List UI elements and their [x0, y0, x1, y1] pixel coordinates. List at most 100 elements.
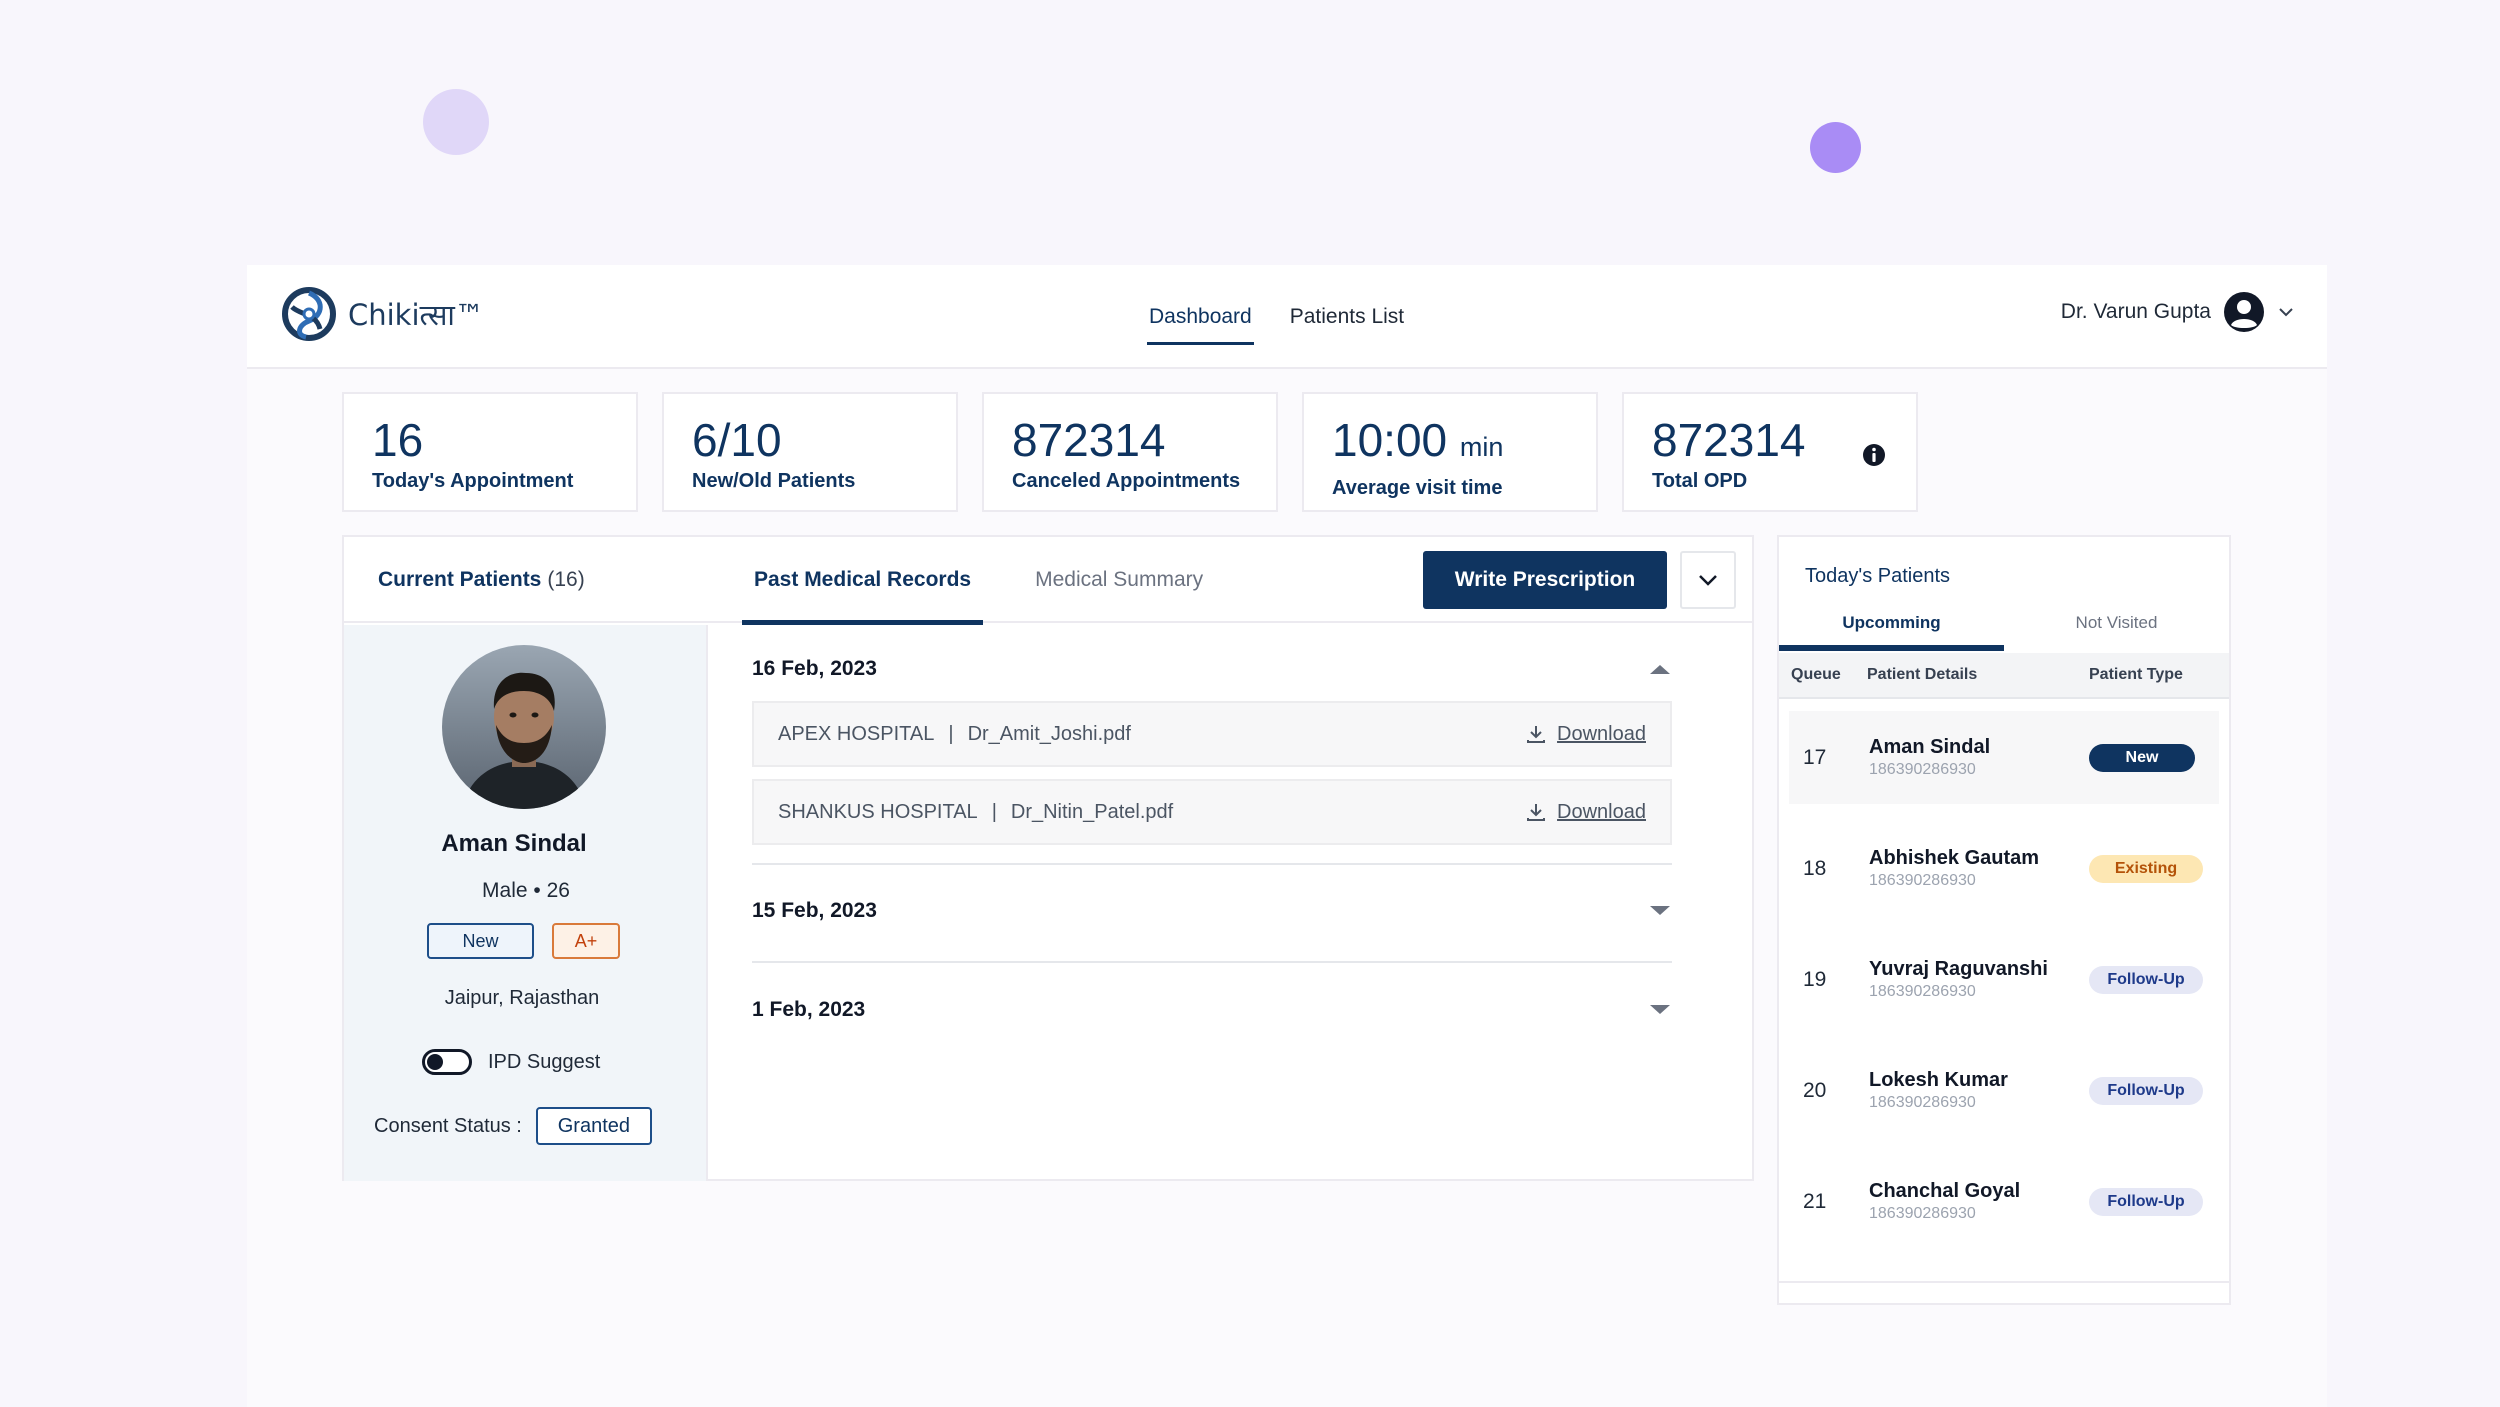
caret-down-icon	[1650, 906, 1670, 915]
patient-location: Jaipur, Rajasthan	[444, 987, 600, 1009]
row-patient-id: 186390286930	[1869, 872, 1976, 889]
record-file-name: SHANKUS HOSPITAL | Dr_Nitin_Patel.pdf	[778, 800, 1174, 823]
stat-card-total-opd: 872314 Total OPD	[1622, 392, 1918, 512]
row-patient-id: 186390286930	[1869, 1205, 1976, 1222]
record-file-name: APEX HOSPITAL | Dr_Amit_Joshi.pdf	[778, 722, 1131, 745]
todays-patients-title: Today's Patients	[1805, 565, 1951, 587]
user-menu[interactable]: Dr. Varun Gupta	[2061, 291, 2295, 333]
current-patients-label[interactable]: Current Patients (16)	[378, 568, 585, 591]
patient-badges: New A+	[427, 923, 620, 959]
patient-photo-image	[442, 645, 606, 809]
stat-card-new-old-patients: 6/10 New/Old Patients	[662, 392, 958, 512]
stat-label: Total OPD	[1652, 470, 1748, 492]
patient-type-badge: Existing	[2089, 854, 2203, 883]
queue-number: 18	[1803, 856, 1827, 880]
patient-type-badge: New	[2089, 743, 2195, 772]
top-bar: Chikiत्सा™ Dashboard Patients List Dr. V…	[247, 265, 2327, 369]
divider	[1779, 1281, 2229, 1283]
tab-not-visited[interactable]: Not Visited	[2075, 613, 2158, 632]
brand-logo[interactable]: Chikiत्सा™	[280, 285, 484, 343]
download-icon	[1527, 804, 1546, 821]
row-patient-id: 186390286930	[1869, 983, 1976, 1000]
column-header-patient-type: Patient Type	[2089, 666, 2183, 683]
stat-label: Average visit time	[1332, 477, 1503, 499]
tab-past-medical-records[interactable]: Past Medical Records	[742, 537, 984, 625]
table-row[interactable]: 18 Abhishek Gautam 186390286930 Existing	[1789, 822, 2219, 915]
caret-down-icon	[1650, 1005, 1670, 1014]
patient-profile: Aman Sindal Male • 26 New A+ Jaipur, Raj…	[344, 625, 708, 1181]
ipd-suggest-toggle[interactable]	[422, 1049, 472, 1075]
todays-patients-panel: Today's Patients Upcomming Not Visited Q…	[1777, 535, 2231, 1305]
decorative-blob	[423, 89, 489, 155]
divider	[752, 863, 1672, 865]
patient-details: Abhishek Gautam 186390286930	[1869, 847, 2089, 890]
ipd-suggest: IPD Suggest	[422, 1049, 600, 1075]
stat-value: 872314	[1652, 414, 1806, 466]
column-header-patient-details: Patient Details	[1867, 666, 1978, 683]
queue-number: 20	[1803, 1078, 1827, 1102]
todays-patients-tabs: Upcomming Not Visited	[1779, 599, 2229, 651]
stat-card-average-visit-time: 10:00 min Average visit time	[1302, 392, 1598, 512]
main-nav: Dashboard Patients List	[1147, 265, 1406, 369]
medical-records-list: 16 Feb, 2023 APEX HOSPITAL | Dr_Amit_Joshi…	[710, 625, 1752, 1181]
table-row[interactable]: 17 Aman Sindal 186390286930 New	[1789, 711, 2219, 804]
record-group: 15 Feb, 2023	[752, 891, 1672, 931]
stats-row: 16 Today's Appointment 6/10 New/Old Pati…	[342, 392, 1918, 512]
download-link[interactable]: Download	[1525, 801, 1646, 824]
consent-status-badge[interactable]: Granted	[535, 1107, 652, 1145]
stat-unit: min	[1459, 432, 1504, 462]
patient-gender-age: Male • 26	[482, 879, 570, 902]
row-patient-name: Yuvraj Raguvanshi	[1869, 958, 2048, 980]
table-row[interactable]: 19 Yuvraj Raguvanshi 186390286930 Follow…	[1789, 933, 2219, 1026]
nav-dashboard[interactable]: Dashboard	[1147, 265, 1254, 369]
stat-card-todays-appointment: 16 Today's Appointment	[342, 392, 638, 512]
row-patient-id: 186390286930	[1869, 761, 1976, 778]
table-row[interactable]: 21 Chanchal Goyal 186390286930 Follow-Up	[1789, 1155, 2219, 1248]
row-patient-id: 186390286930	[1869, 1094, 1976, 1111]
stat-value: 872314	[1012, 414, 1166, 466]
record-date-header[interactable]: 15 Feb, 2023	[752, 891, 1672, 931]
row-patient-name: Lokesh Kumar	[1869, 1069, 2008, 1091]
patient-details: Aman Sindal 186390286930	[1869, 736, 2089, 779]
tab-upcoming[interactable]: Upcomming	[1779, 599, 2004, 651]
download-link[interactable]: Download	[1525, 723, 1646, 746]
nav-patients-list[interactable]: Patients List	[1289, 305, 1405, 328]
stat-value: 6/10	[692, 414, 782, 466]
app-window: Chikiत्सा™ Dashboard Patients List Dr. V…	[247, 265, 2327, 1407]
queue-number: 19	[1803, 967, 1827, 991]
ipd-suggest-label: IPD Suggest	[488, 1050, 601, 1073]
consent-status-label: Consent Status :	[374, 1114, 522, 1137]
stat-value: 16	[372, 414, 424, 466]
download-icon	[1527, 726, 1546, 743]
current-patients-count: (16)	[547, 568, 585, 591]
stat-card-canceled-appointments: 872314 Canceled Appointments	[982, 392, 1278, 512]
chevron-down-icon[interactable]	[2277, 303, 2295, 321]
record-date-header[interactable]: 16 Feb, 2023	[752, 649, 1672, 689]
patient-type-badge: New	[427, 923, 534, 959]
info-icon[interactable]	[1862, 443, 1886, 467]
record-date-header[interactable]: 1 Feb, 2023	[752, 990, 1672, 1030]
queue-number: 17	[1803, 745, 1827, 769]
record-tabs: Past Medical Records Medical Summary	[742, 537, 1215, 625]
patient-type-badge: Follow-Up	[2089, 1076, 2203, 1105]
patient-name: Aman Sindal	[441, 830, 587, 857]
row-patient-name: Aman Sindal	[1869, 736, 1991, 758]
stat-label: Canceled Appointments	[1012, 470, 1241, 492]
chevron-down-icon	[1699, 575, 1717, 586]
column-header-queue: Queue	[1791, 666, 1841, 683]
patient-panel: Current Patients (16) Past Medical Record…	[342, 535, 1754, 1181]
patients-table-header: Queue Patient Details Patient Type	[1779, 653, 2229, 699]
user-name: Dr. Varun Gupta	[2060, 300, 2211, 323]
patient-details: Chanchal Goyal 186390286930	[1869, 1180, 2089, 1223]
stat-label: Today's Appointment	[372, 470, 574, 492]
patient-details: Yuvraj Raguvanshi 186390286930	[1869, 958, 2089, 1001]
patient-details: Lokesh Kumar 186390286930	[1869, 1069, 2089, 1112]
user-avatar-icon	[2224, 292, 2264, 332]
record-group: 16 Feb, 2023 APEX HOSPITAL | Dr_Amit_Joshi…	[752, 649, 1672, 845]
record-file-row: APEX HOSPITAL | Dr_Amit_Joshi.pdf Download	[752, 701, 1672, 767]
tab-medical-summary[interactable]: Medical Summary	[1035, 568, 1204, 591]
table-row[interactable]: 20 Lokesh Kumar 186390286930 Follow-Up	[1789, 1044, 2219, 1137]
write-prescription-button[interactable]: Write Prescription	[1423, 551, 1667, 609]
blood-group-badge: A+	[552, 923, 620, 959]
prescription-dropdown-button[interactable]	[1680, 551, 1736, 609]
